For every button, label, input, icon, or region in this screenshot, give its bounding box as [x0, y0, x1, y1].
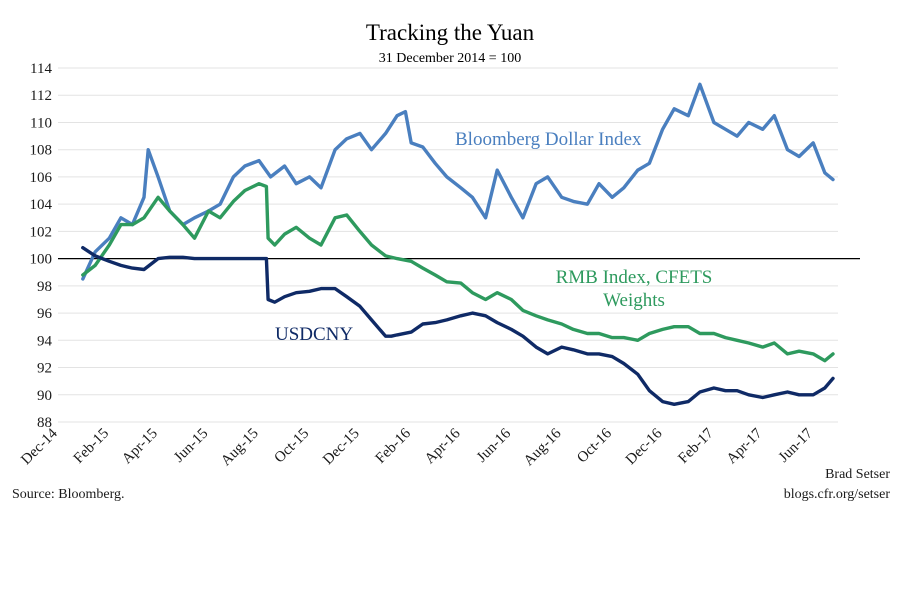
cfets-rmb-index-line: [81, 181, 835, 363]
x-tick-label: Oct-16: [574, 425, 615, 466]
x-tick-label: Apr-16: [422, 425, 464, 467]
y-tick-label: 106: [30, 170, 53, 186]
y-axis-ticks: 88 90 92 94 96 98 100 102 104 106 108 110 112 114: [30, 61, 53, 431]
y-tick-label: 92: [37, 361, 52, 377]
usdcny-line: [81, 245, 835, 406]
cfets-series-label-line2: Weights: [603, 290, 665, 311]
bloomberg-series-label: Bloomberg Dollar Index: [455, 129, 642, 150]
y-tick-label: 112: [30, 88, 52, 104]
grid-lines: [58, 67, 860, 423]
author-note: Brad Setser: [825, 467, 890, 482]
y-tick-label: 98: [37, 279, 52, 295]
cfets-series-label-line1: RMB Index, CFETS: [556, 267, 713, 288]
x-tick-label: Feb-17: [675, 425, 717, 467]
x-tick-label: Aug-16: [521, 425, 565, 469]
y-tick-label: 88: [37, 415, 52, 431]
series-lines: [81, 82, 835, 406]
x-tick-label: Dec-16: [623, 425, 666, 468]
y-tick-label: 94: [37, 333, 53, 349]
y-tick-label: 100: [30, 252, 53, 268]
x-tick-label: Dec-15: [320, 426, 363, 469]
x-tick-label: Oct-15: [272, 426, 313, 467]
x-axis-ticks: Dec-14 Feb-15 Apr-15 Jun-15 Aug-15 Oct-15 Dec-…: [18, 425, 816, 469]
y-tick-label: 108: [30, 143, 53, 159]
website-note: blogs.cfr.org/setser: [784, 487, 891, 502]
y-tick-label: 104: [30, 197, 53, 213]
y-tick-label: 96: [37, 306, 53, 322]
x-tick-label: Apr-15: [119, 426, 161, 468]
y-tick-label: 114: [30, 61, 52, 77]
x-tick-label: Apr-17: [724, 425, 766, 467]
x-tick-label: Aug-15: [218, 426, 262, 470]
chart-title: Tracking the Yuan: [366, 20, 535, 45]
usdcny-series-label: USDCNY: [275, 324, 353, 345]
source-note: Source: Bloomberg.: [12, 487, 125, 502]
x-tick-label: Feb-15: [71, 426, 112, 467]
y-tick-label: 102: [30, 224, 53, 240]
x-tick-label: Jun-15: [171, 426, 211, 466]
bloomberg-dollar-index-line: [81, 82, 835, 281]
y-tick-label: 110: [30, 115, 52, 131]
x-tick-label: Jun-17: [776, 425, 817, 466]
x-tick-label: Feb-16: [373, 425, 415, 467]
chart-subtitle: 31 December 2014 = 100: [379, 51, 521, 66]
x-tick-label: Dec-14: [18, 425, 61, 468]
y-tick-label: 90: [37, 388, 52, 404]
x-tick-label: Jun-16: [474, 425, 515, 466]
